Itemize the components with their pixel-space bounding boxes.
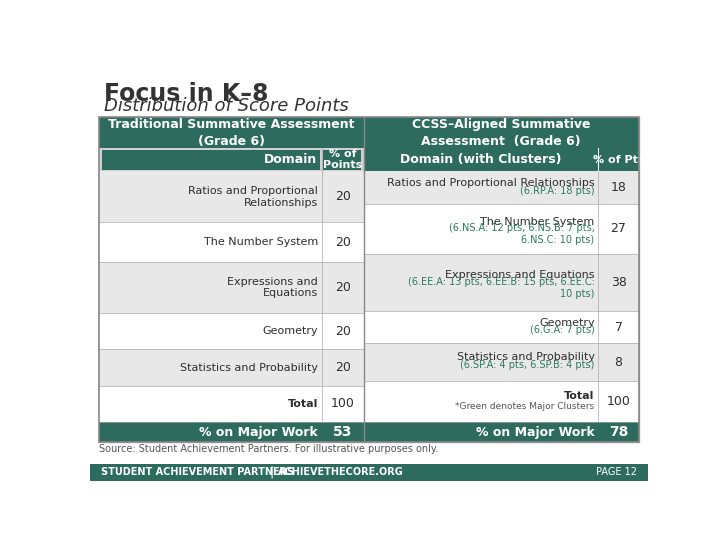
FancyBboxPatch shape [99, 262, 364, 313]
FancyBboxPatch shape [364, 148, 639, 171]
Text: % on Major Work: % on Major Work [199, 426, 318, 438]
Text: (6.EE.A: 13 pts, 6.EE.B: 15 pts, 6.EE.C:
10 pts): (6.EE.A: 13 pts, 6.EE.B: 15 pts, 6.EE.C:… [408, 277, 595, 299]
FancyBboxPatch shape [99, 313, 364, 349]
FancyBboxPatch shape [99, 386, 364, 422]
Text: Domain (with Clusters): Domain (with Clusters) [400, 153, 562, 166]
Text: 20: 20 [335, 281, 351, 294]
Text: 20: 20 [335, 361, 351, 374]
Text: 78: 78 [609, 425, 629, 439]
Text: Distribution of Score Points: Distribution of Score Points [104, 97, 348, 115]
FancyBboxPatch shape [90, 464, 648, 481]
Text: % on Major Work: % on Major Work [476, 426, 595, 438]
Text: % of
Points: % of Points [323, 148, 362, 170]
Text: The Number System: The Number System [480, 217, 595, 227]
FancyBboxPatch shape [364, 343, 639, 381]
FancyBboxPatch shape [364, 422, 639, 442]
Text: Ratios and Proportional Relationships: Ratios and Proportional Relationships [387, 178, 595, 188]
Text: Expressions and
Equations: Expressions and Equations [227, 276, 318, 298]
Text: Ratios and Proportional
Relationships: Ratios and Proportional Relationships [188, 186, 318, 207]
FancyBboxPatch shape [323, 150, 361, 170]
Text: 27: 27 [611, 222, 626, 235]
Text: 8: 8 [615, 355, 623, 369]
FancyBboxPatch shape [364, 171, 639, 204]
Text: Geometry: Geometry [539, 318, 595, 327]
Text: 20: 20 [335, 235, 351, 248]
FancyBboxPatch shape [364, 254, 639, 310]
FancyBboxPatch shape [99, 148, 364, 171]
Text: Expressions and Equations: Expressions and Equations [445, 271, 595, 280]
Text: 38: 38 [611, 276, 626, 289]
Text: CCSS–Aligned Summative
Assessment  (Grade 6): CCSS–Aligned Summative Assessment (Grade… [412, 118, 590, 147]
FancyBboxPatch shape [364, 204, 639, 254]
Text: (6.NS.A: 12 pts, 6.NS.B: 7 pts,
6.NS.C: 10 pts): (6.NS.A: 12 pts, 6.NS.B: 7 pts, 6.NS.C: … [449, 224, 595, 245]
Text: Total: Total [287, 399, 318, 409]
Text: Source: Student Achievement Partners. For illustrative purposes only.: Source: Student Achievement Partners. Fo… [99, 444, 438, 455]
Text: ACHIEVETHECORE.ORG: ACHIEVETHECORE.ORG [277, 467, 403, 477]
FancyBboxPatch shape [364, 381, 639, 422]
Text: 7: 7 [615, 321, 623, 334]
Text: % of Pts: % of Pts [593, 154, 644, 165]
Text: 20: 20 [335, 190, 351, 203]
FancyBboxPatch shape [99, 422, 364, 442]
Text: 18: 18 [611, 181, 626, 194]
Text: Focus in K–8: Focus in K–8 [104, 82, 269, 106]
Text: |: | [270, 465, 274, 478]
FancyBboxPatch shape [99, 222, 364, 262]
Text: 20: 20 [335, 325, 351, 338]
FancyBboxPatch shape [102, 150, 320, 170]
Text: 53: 53 [333, 425, 352, 439]
Text: PAGE 12: PAGE 12 [596, 467, 637, 477]
FancyBboxPatch shape [364, 310, 639, 343]
Text: 100: 100 [330, 397, 354, 410]
Text: *Green denotes Major Clusters: *Green denotes Major Clusters [456, 402, 595, 411]
Text: Statistics and Probability: Statistics and Probability [456, 353, 595, 362]
FancyBboxPatch shape [364, 117, 639, 148]
Text: The Number System: The Number System [204, 237, 318, 247]
FancyBboxPatch shape [99, 117, 639, 442]
Text: STUDENT ACHIEVEMENT PARTNERS: STUDENT ACHIEVEMENT PARTNERS [101, 467, 294, 477]
Text: Statistics and Probability: Statistics and Probability [180, 363, 318, 373]
FancyBboxPatch shape [99, 117, 364, 148]
Text: (6.SP.A: 4 pts, 6.SP.B: 4 pts): (6.SP.A: 4 pts, 6.SP.B: 4 pts) [460, 360, 595, 370]
Text: Traditional Summative Assessment
(Grade 6): Traditional Summative Assessment (Grade … [108, 118, 355, 147]
Text: Domain: Domain [264, 153, 317, 166]
FancyBboxPatch shape [99, 171, 364, 222]
Text: Geometry: Geometry [262, 326, 318, 336]
Text: 100: 100 [607, 395, 631, 408]
FancyBboxPatch shape [99, 349, 364, 386]
Text: (6.G.A: 7 pts): (6.G.A: 7 pts) [530, 325, 595, 335]
Text: (6.RP.A: 18 pts): (6.RP.A: 18 pts) [520, 186, 595, 195]
Text: Total: Total [564, 391, 595, 401]
